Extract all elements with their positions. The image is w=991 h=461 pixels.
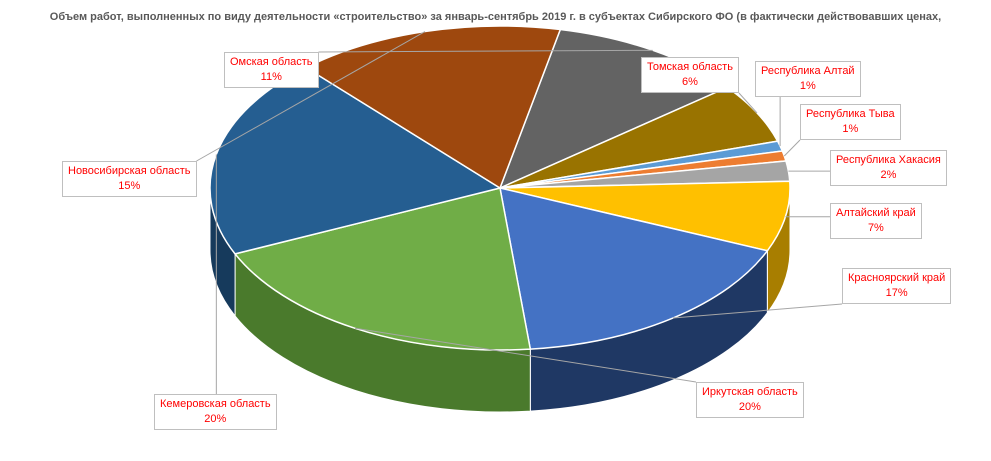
leader-line-0 [318,49,653,53]
leader-line-7 [354,327,697,383]
slice-label-3: Республика Тыва 1% [800,104,901,140]
slice-label-1: Томская область 6% [641,57,739,93]
slice-label-percent: 1% [842,123,859,135]
slice-label-percent: 15% [118,180,141,192]
slice-label-percent: 2% [880,169,897,181]
pie-tops [209,25,791,351]
slice-label-percent: 1% [799,80,816,92]
slice-label-name: Красноярский край [848,272,946,284]
slice-label-6: Красноярский край 17% [842,268,952,304]
slice-label-name: Алтайский край [836,207,916,219]
leader-line-1 [738,92,758,114]
slice-label-percent: 7% [867,222,884,234]
leader-line-3 [783,139,801,157]
slice-label-9: Новосибирская область 15% [62,161,197,197]
leader-lines [196,31,843,394]
slice-label-name: Кемеровская область [160,398,271,410]
slice-label-percent: 6% [682,76,698,88]
slice-label-percent: 17% [885,287,908,299]
pie-slice-6 [499,187,769,350]
slice-label-0: Омская область 11% [224,52,319,88]
slice-label-percent: 11% [260,71,282,83]
slice-label-name: Республика Тыва [806,108,895,120]
slice-label-name: Омская область [230,56,313,68]
pie-sides [209,187,791,413]
pie-slice-7 [233,187,532,351]
slice-label-name: Томская область [647,61,733,73]
slice-label-8: Кемеровская область 20% [154,394,277,430]
slice-label-name: Республика Хакасия [836,154,941,166]
slice-label-7: Иркутская область 20% [696,382,804,418]
slice-label-4: Республика Хакасия 2% [830,150,947,186]
slice-label-2: Республика Алтай 1% [755,61,861,97]
slice-label-name: Новосибирская область [68,165,191,177]
slice-label-percent: 20% [204,413,227,425]
slice-label-percent: 20% [738,401,761,413]
slice-label-name: Иркутская область [702,386,798,398]
leader-line-6 [672,303,843,319]
slice-label-5: Алтайский край 7% [830,203,922,239]
leader-line-9 [196,31,426,162]
slice-label-name: Республика Алтай [761,65,855,77]
pie-slice-5 [499,180,791,252]
